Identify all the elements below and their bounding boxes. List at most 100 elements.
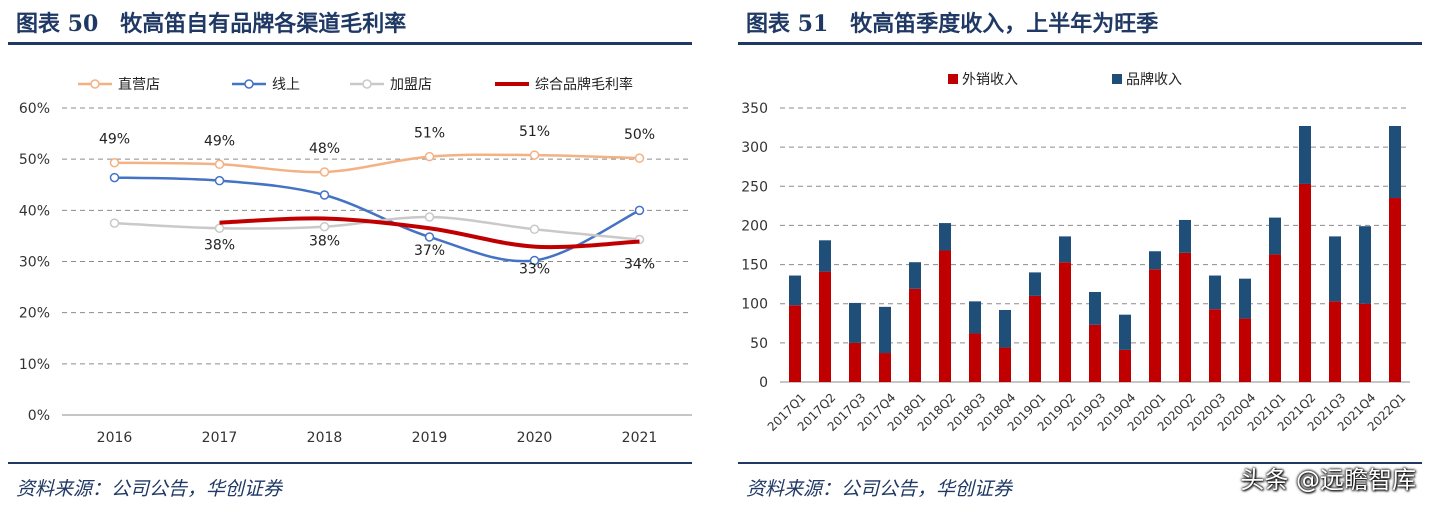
data-label: 48% [309, 141, 340, 157]
legend-swatch [948, 74, 958, 84]
legend-marker [244, 79, 254, 89]
legend-marker [362, 79, 372, 89]
data-point [214, 223, 225, 233]
bar-chart-panel: 图表 51 牧高笛季度收入，上半年为旺季 0 50 100 150 200 250 300 3… [730, 0, 1430, 511]
x-tick-label: 2021 [622, 430, 658, 446]
legend-marker [90, 79, 100, 89]
data-label: 38% [309, 234, 340, 250]
bar-segment [999, 347, 1011, 382]
bar-segment [1179, 252, 1191, 382]
bar-segment [1359, 303, 1371, 382]
data-point [109, 172, 120, 183]
bar-segment [1119, 314, 1131, 350]
bar-segment [1119, 349, 1131, 382]
bar-segment [1389, 198, 1401, 382]
x-tick-label: 2020 [517, 430, 553, 446]
bar-segment [879, 306, 891, 354]
bar-segment [1269, 217, 1281, 255]
y-tick-label: 50 [750, 336, 768, 352]
data-point [634, 153, 645, 163]
bar-segment [1359, 226, 1371, 304]
bar-segment [969, 333, 981, 382]
data-point [319, 167, 330, 177]
bar-segment [1299, 126, 1311, 184]
series-line [219, 216, 640, 250]
data-label: 49% [204, 133, 235, 149]
y-tick-label: 40% [19, 203, 50, 219]
legend-label: 综合品牌毛利率 [535, 76, 633, 93]
data-label: 50% [624, 127, 655, 143]
y-tick-label: 300 [741, 140, 768, 156]
figure-title: 图表 50 牧高笛自有品牌各渠道毛利率 [16, 11, 407, 37]
bar-segment [849, 302, 861, 343]
source-note: 资料来源：公司公告，华创证券 [16, 478, 283, 500]
bar-segment [969, 301, 981, 334]
bar-segment [1149, 251, 1161, 270]
source-note: 资料来源：公司公告，华创证券 [746, 478, 1013, 500]
bar-segment [1029, 272, 1041, 296]
bar-segment [789, 275, 801, 306]
y-tick-label: 250 [741, 179, 768, 195]
data-point [529, 150, 540, 160]
y-tick-label: 350 [741, 101, 768, 117]
bar-segment [1329, 236, 1341, 302]
bar-segment [849, 342, 861, 382]
bar-segment [1059, 236, 1071, 263]
bar-segment [939, 250, 951, 382]
data-label: 33% [519, 262, 550, 278]
data-point [424, 212, 435, 222]
y-tick-label: 60% [19, 101, 50, 117]
footer-divider [738, 462, 1422, 464]
legend-label: 直营店 [118, 76, 160, 93]
bar-segment [1089, 324, 1101, 382]
data-label: 49% [99, 132, 130, 148]
data-point [109, 157, 120, 168]
x-tick-label: 2018 [307, 430, 343, 446]
title-divider [738, 42, 1422, 45]
legend-label: 加盟店 [390, 77, 432, 93]
bar-segment [1239, 278, 1251, 319]
bar-segment [879, 353, 891, 382]
bar-segment [1389, 126, 1401, 199]
data-point [109, 218, 120, 228]
series-line [114, 176, 641, 263]
bar-segment [1329, 301, 1341, 382]
legend-label: 外销收入 [962, 72, 1018, 88]
bar-segment [1059, 262, 1071, 382]
data-point [529, 224, 540, 235]
bar-segment [1149, 269, 1161, 382]
bar-segment [1089, 291, 1101, 325]
line-chart: 0% 10% 20% 30% 40% 50% 60% 2016 2017 2018 2019 2020… [19, 76, 692, 446]
bar-segment [1179, 219, 1191, 253]
data-point [214, 159, 225, 170]
data-point [424, 151, 435, 162]
y-tick-label: 0 [759, 375, 768, 391]
bar-segment [819, 271, 831, 382]
footer-divider [8, 462, 692, 464]
bar-segment [999, 309, 1011, 348]
y-tick-label: 10% [19, 357, 50, 373]
data-label: 34% [624, 257, 655, 273]
bar-segment [819, 240, 831, 272]
y-tick-label: 0% [28, 408, 50, 424]
legend-label: 品牌收入 [1126, 71, 1182, 88]
bar-segment [789, 305, 801, 382]
y-tick-label: 50% [19, 152, 50, 168]
bar-segment [939, 223, 951, 251]
watermark: 头条 @远瞻智库 [1240, 466, 1416, 494]
data-label: 51% [414, 126, 445, 142]
data-point [319, 190, 330, 200]
bar-segment [1299, 183, 1311, 382]
data-label: 38% [204, 238, 235, 254]
legend-swatch [1112, 74, 1122, 84]
x-tick-label: 2017 [202, 430, 238, 446]
bar-segment [1029, 295, 1041, 382]
data-point [529, 255, 540, 266]
x-tick-label: 2019 [412, 430, 448, 446]
data-label: 37% [414, 243, 445, 259]
legend-label: 线上 [272, 77, 300, 93]
line-chart-panel: 图表 50 牧高笛自有品牌各渠道毛利率 0% 10% 20% 30% 40% 50% 60%… [0, 0, 700, 511]
bar-segment [1209, 309, 1221, 382]
data-point [214, 175, 225, 186]
